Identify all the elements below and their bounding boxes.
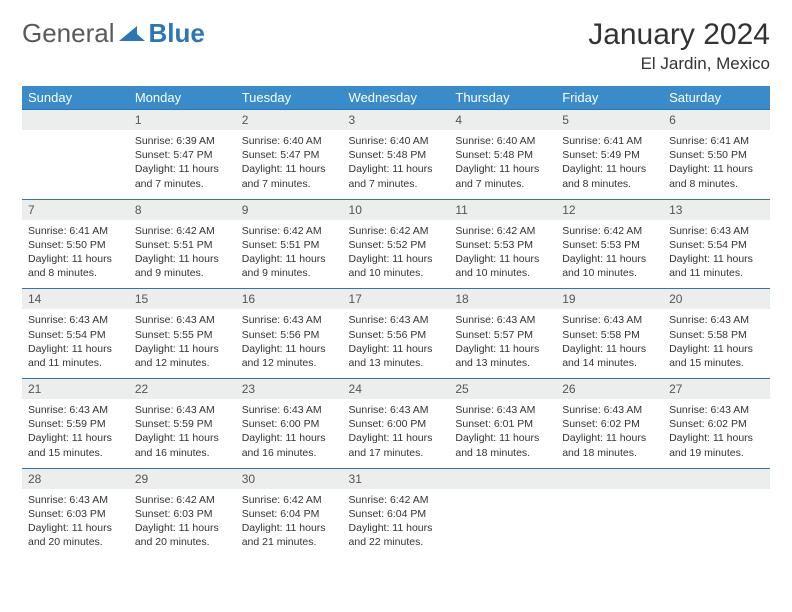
day-number-cell: 12 <box>556 199 663 220</box>
day-data-cell: Sunrise: 6:41 AMSunset: 5:50 PMDaylight:… <box>663 130 770 199</box>
weekday-header: Wednesday <box>343 86 450 110</box>
day-number-cell: 1 <box>129 110 236 131</box>
weekday-header: Monday <box>129 86 236 110</box>
weekday-header: Saturday <box>663 86 770 110</box>
day-number-cell: 26 <box>556 379 663 400</box>
day-number-cell: 24 <box>343 379 450 400</box>
day-data-cell: Sunrise: 6:40 AMSunset: 5:47 PMDaylight:… <box>236 130 343 199</box>
day-number-cell: 7 <box>22 199 129 220</box>
day-data-cell: Sunrise: 6:43 AMSunset: 6:02 PMDaylight:… <box>556 399 663 468</box>
weekday-header: Thursday <box>449 86 556 110</box>
day-data-cell <box>22 130 129 199</box>
day-number-row: 123456 <box>22 110 770 131</box>
day-number-cell: 2 <box>236 110 343 131</box>
day-data-cell: Sunrise: 6:42 AMSunset: 5:52 PMDaylight:… <box>343 220 450 289</box>
day-number-cell: 22 <box>129 379 236 400</box>
page-subtitle: El Jardin, Mexico <box>588 54 770 74</box>
day-number-cell: 16 <box>236 289 343 310</box>
day-number-row: 21222324252627 <box>22 379 770 400</box>
day-number-cell <box>22 110 129 131</box>
day-number-cell: 27 <box>663 379 770 400</box>
day-data-cell: Sunrise: 6:40 AMSunset: 5:48 PMDaylight:… <box>343 130 450 199</box>
day-data-cell: Sunrise: 6:43 AMSunset: 5:54 PMDaylight:… <box>22 309 129 378</box>
day-number-cell: 11 <box>449 199 556 220</box>
day-data-cell: Sunrise: 6:43 AMSunset: 5:58 PMDaylight:… <box>556 309 663 378</box>
day-number-cell: 31 <box>343 468 450 489</box>
day-data-cell: Sunrise: 6:41 AMSunset: 5:50 PMDaylight:… <box>22 220 129 289</box>
day-number-cell: 13 <box>663 199 770 220</box>
day-data-cell: Sunrise: 6:43 AMSunset: 5:56 PMDaylight:… <box>343 309 450 378</box>
day-number-cell: 10 <box>343 199 450 220</box>
day-number-cell: 18 <box>449 289 556 310</box>
day-number-cell: 20 <box>663 289 770 310</box>
day-number-cell <box>449 468 556 489</box>
day-data-cell: Sunrise: 6:43 AMSunset: 5:59 PMDaylight:… <box>129 399 236 468</box>
day-data-cell: Sunrise: 6:43 AMSunset: 6:03 PMDaylight:… <box>22 489 129 558</box>
day-number-cell: 15 <box>129 289 236 310</box>
weekday-header: Sunday <box>22 86 129 110</box>
day-number-cell: 8 <box>129 199 236 220</box>
day-data-cell: Sunrise: 6:39 AMSunset: 5:47 PMDaylight:… <box>129 130 236 199</box>
day-number-cell: 29 <box>129 468 236 489</box>
header: General Blue January 2024 El Jardin, Mex… <box>22 18 770 74</box>
day-data-cell: Sunrise: 6:43 AMSunset: 6:00 PMDaylight:… <box>343 399 450 468</box>
day-data-cell: Sunrise: 6:42 AMSunset: 5:53 PMDaylight:… <box>449 220 556 289</box>
day-data-cell: Sunrise: 6:43 AMSunset: 5:55 PMDaylight:… <box>129 309 236 378</box>
day-number-row: 28293031 <box>22 468 770 489</box>
day-number-cell: 9 <box>236 199 343 220</box>
day-number-cell: 21 <box>22 379 129 400</box>
day-data-cell: Sunrise: 6:43 AMSunset: 6:02 PMDaylight:… <box>663 399 770 468</box>
day-data-cell <box>556 489 663 558</box>
day-number-cell <box>556 468 663 489</box>
day-data-cell: Sunrise: 6:42 AMSunset: 6:04 PMDaylight:… <box>236 489 343 558</box>
calendar-table: Sunday Monday Tuesday Wednesday Thursday… <box>22 86 770 557</box>
weekday-header-row: Sunday Monday Tuesday Wednesday Thursday… <box>22 86 770 110</box>
day-data-cell: Sunrise: 6:43 AMSunset: 5:59 PMDaylight:… <box>22 399 129 468</box>
day-data-cell: Sunrise: 6:42 AMSunset: 6:04 PMDaylight:… <box>343 489 450 558</box>
day-number-cell <box>663 468 770 489</box>
day-data-cell: Sunrise: 6:43 AMSunset: 5:54 PMDaylight:… <box>663 220 770 289</box>
day-data-row: Sunrise: 6:41 AMSunset: 5:50 PMDaylight:… <box>22 220 770 289</box>
day-data-row: Sunrise: 6:39 AMSunset: 5:47 PMDaylight:… <box>22 130 770 199</box>
day-data-cell <box>449 489 556 558</box>
day-data-cell: Sunrise: 6:41 AMSunset: 5:49 PMDaylight:… <box>556 130 663 199</box>
day-data-cell: Sunrise: 6:43 AMSunset: 5:57 PMDaylight:… <box>449 309 556 378</box>
title-block: January 2024 El Jardin, Mexico <box>588 18 770 74</box>
day-data-cell: Sunrise: 6:42 AMSunset: 5:51 PMDaylight:… <box>129 220 236 289</box>
brand-logo: General Blue <box>22 18 205 49</box>
brand-word-blue: Blue <box>149 18 205 49</box>
day-number-cell: 3 <box>343 110 450 131</box>
day-number-row: 14151617181920 <box>22 289 770 310</box>
day-data-cell: Sunrise: 6:42 AMSunset: 5:51 PMDaylight:… <box>236 220 343 289</box>
day-number-cell: 28 <box>22 468 129 489</box>
day-data-row: Sunrise: 6:43 AMSunset: 5:54 PMDaylight:… <box>22 309 770 378</box>
day-number-cell: 17 <box>343 289 450 310</box>
weekday-header: Friday <box>556 86 663 110</box>
page-title: January 2024 <box>588 18 770 52</box>
day-data-cell: Sunrise: 6:42 AMSunset: 5:53 PMDaylight:… <box>556 220 663 289</box>
weekday-header: Tuesday <box>236 86 343 110</box>
day-number-cell: 19 <box>556 289 663 310</box>
day-data-cell: Sunrise: 6:43 AMSunset: 6:01 PMDaylight:… <box>449 399 556 468</box>
day-data-cell: Sunrise: 6:40 AMSunset: 5:48 PMDaylight:… <box>449 130 556 199</box>
day-number-cell: 23 <box>236 379 343 400</box>
day-number-cell: 6 <box>663 110 770 131</box>
day-data-cell <box>663 489 770 558</box>
day-number-cell: 25 <box>449 379 556 400</box>
day-data-cell: Sunrise: 6:43 AMSunset: 5:56 PMDaylight:… <box>236 309 343 378</box>
day-data-row: Sunrise: 6:43 AMSunset: 5:59 PMDaylight:… <box>22 399 770 468</box>
day-data-row: Sunrise: 6:43 AMSunset: 6:03 PMDaylight:… <box>22 489 770 558</box>
day-number-row: 78910111213 <box>22 199 770 220</box>
day-number-cell: 5 <box>556 110 663 131</box>
brand-triangle-icon <box>119 23 145 45</box>
day-number-cell: 4 <box>449 110 556 131</box>
day-data-cell: Sunrise: 6:43 AMSunset: 6:00 PMDaylight:… <box>236 399 343 468</box>
day-data-cell: Sunrise: 6:42 AMSunset: 6:03 PMDaylight:… <box>129 489 236 558</box>
day-number-cell: 14 <box>22 289 129 310</box>
day-number-cell: 30 <box>236 468 343 489</box>
day-data-cell: Sunrise: 6:43 AMSunset: 5:58 PMDaylight:… <box>663 309 770 378</box>
brand-word-general: General <box>22 18 115 49</box>
